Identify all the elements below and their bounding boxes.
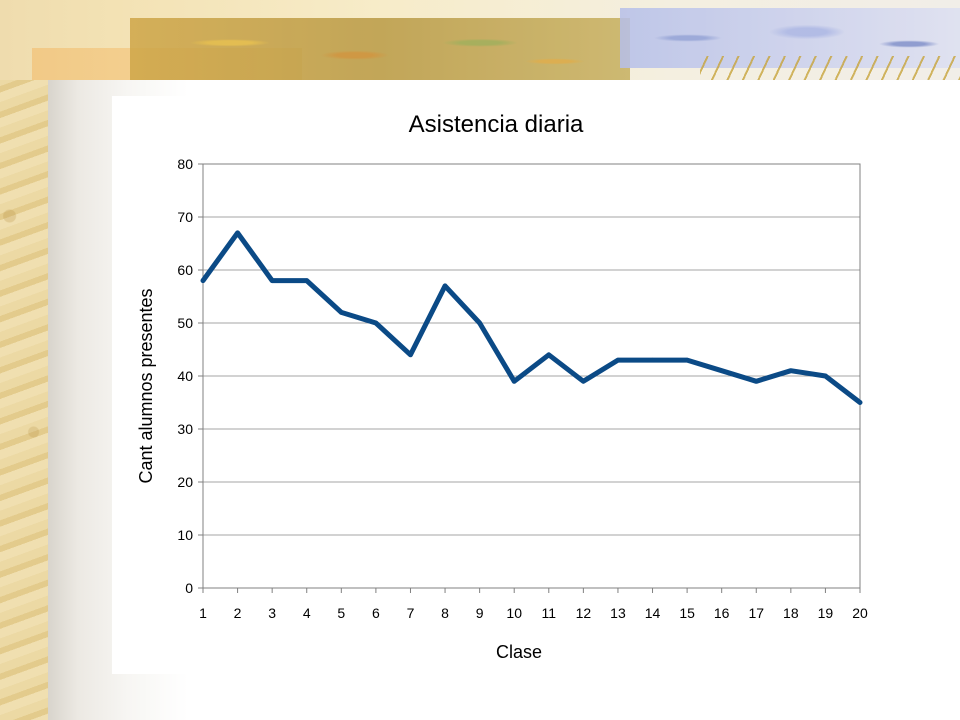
data-point [512,379,517,384]
y-tick-label: 60 [177,262,193,278]
chart-title: Asistencia diaria [409,111,584,138]
y-tick-label: 80 [177,156,193,172]
data-point [546,352,551,357]
y-tick-label: 50 [177,315,193,331]
data-point [823,373,828,379]
data-point [581,379,586,384]
data-point [650,357,655,363]
data-point [339,310,344,315]
x-tick-label: 7 [407,605,415,621]
data-point [754,379,759,384]
x-axis-label: Clase [496,642,542,662]
data-point [200,278,206,283]
y-tick-label: 20 [177,474,193,490]
x-tick-label: 12 [576,605,592,621]
data-point [304,278,309,283]
y-axis-ticks: 0 10 20 30 40 50 60 70 80 [177,156,203,596]
data-point [235,230,240,236]
data-point [719,368,724,373]
x-tick-label: 1 [199,605,207,621]
data-point [857,400,863,405]
x-tick-label: 16 [714,605,730,621]
x-tick-label: 3 [268,605,276,621]
data-point [477,320,482,326]
x-tick-label: 19 [818,605,834,621]
data-point [788,368,794,373]
gridlines [203,163,860,589]
slide-header-banner [0,0,960,80]
x-tick-label: 4 [303,605,311,621]
x-tick-label: 11 [542,605,557,621]
banner-grass-decoration [700,56,960,80]
data-point [373,320,379,326]
data-point [408,352,413,357]
x-tick-label: 18 [783,605,799,621]
x-axis-ticks: 1 2 3 4 5 6 7 8 9 10 11 12 13 14 15 16 17 18 19 20 [199,588,868,621]
y-tick-label: 40 [177,368,193,384]
x-tick-label: 14 [645,605,661,621]
x-tick-label: 13 [610,605,626,621]
x-tick-label: 6 [372,605,380,621]
data-point [269,278,275,283]
y-tick-label: 0 [185,580,193,596]
y-tick-label: 70 [177,209,193,225]
banner-leaves-photo [130,18,630,80]
plot-area-border [202,163,861,589]
y-tick-label: 30 [177,421,193,437]
x-tick-label: 10 [506,605,522,621]
y-axis-label: Cant alumnos presentes [136,288,156,483]
y-tick-label: 10 [177,527,193,543]
data-point [442,283,448,289]
x-tick-label: 8 [441,605,449,621]
series-line [200,230,863,405]
x-tick-label: 20 [852,605,868,621]
x-tick-label: 2 [234,605,242,621]
data-point [684,357,690,363]
x-tick-label: 17 [748,605,764,621]
series-layer [200,230,863,405]
data-point [615,357,621,363]
slide-parchment-strip [0,0,48,720]
x-tick-label: 9 [476,605,484,621]
x-tick-label: 15 [679,605,695,621]
x-tick-label: 5 [337,605,345,621]
